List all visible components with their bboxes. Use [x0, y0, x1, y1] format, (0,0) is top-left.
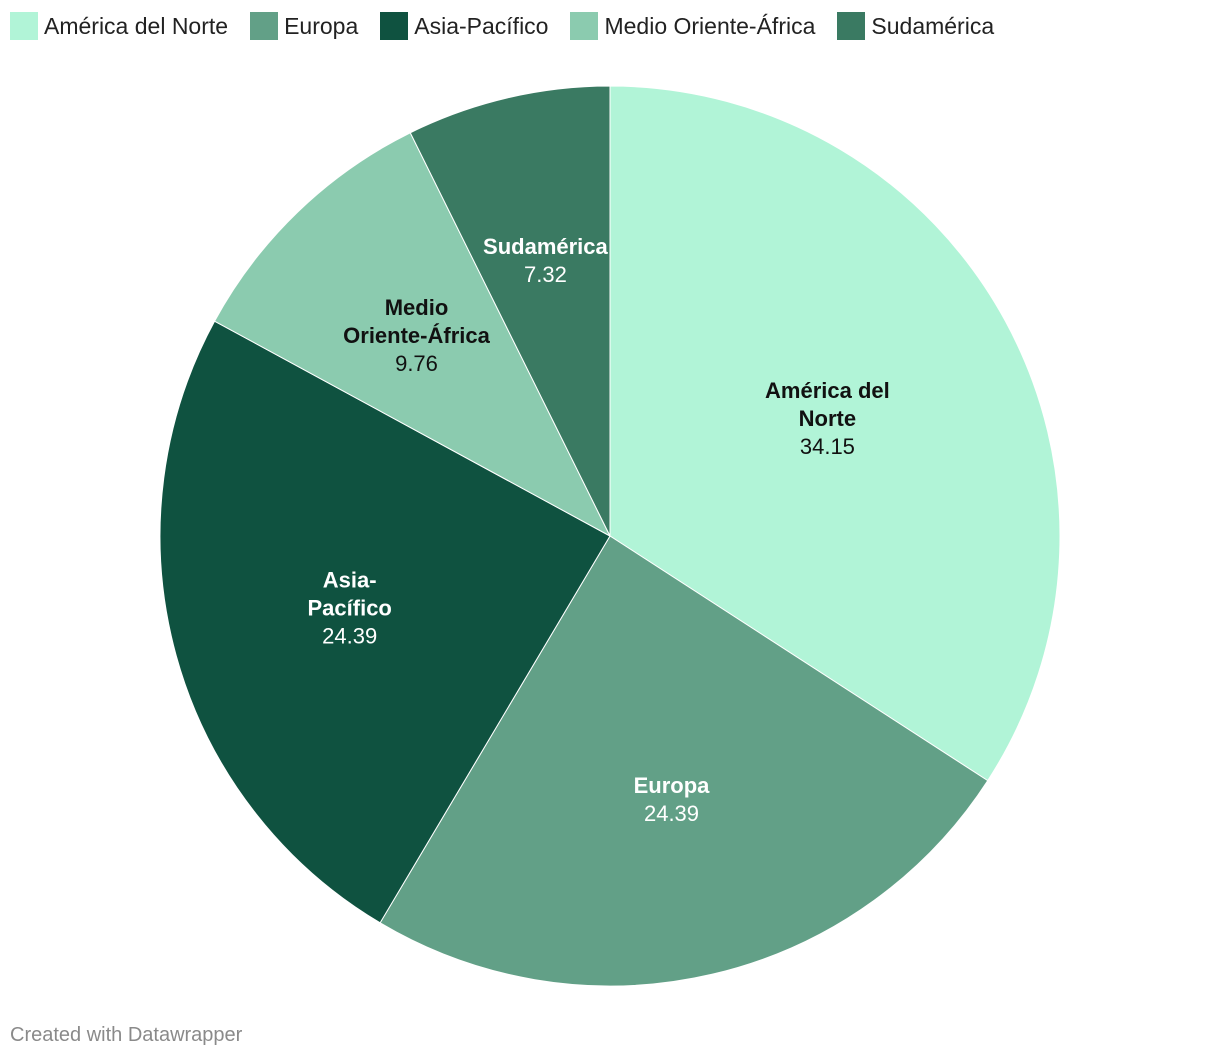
- legend-label: América del Norte: [44, 12, 229, 39]
- legend-swatch: [570, 12, 599, 40]
- slice-label-name: Asia-: [323, 568, 377, 593]
- legend-item-asia-pacifico: Asia-Pacífico: [380, 12, 548, 40]
- slice-label-europa: Europa 24.39: [634, 773, 711, 826]
- legend-label: Medio Oriente-África: [604, 12, 816, 39]
- legend-swatch: [380, 12, 409, 40]
- chart-legend: América del Norte Europa Asia-Pacífico M…: [10, 12, 994, 40]
- legend-swatch: [250, 12, 279, 40]
- legend-swatch: [10, 12, 38, 40]
- slice-label-value: 24.39: [644, 801, 699, 826]
- pie-slice-america-del-norte: [609, 85, 1061, 782]
- legend-swatch: [837, 12, 866, 40]
- slice-label-name: Europa: [634, 773, 711, 798]
- slice-label-sudamerica: Sudamérica 7.32: [483, 234, 608, 287]
- legend-item-sudamerica: Sudamérica: [837, 12, 994, 40]
- pie-slice-asia-pacifico: [159, 320, 611, 924]
- slice-label-america-del-norte: América del Norte 34.15: [765, 378, 890, 459]
- slice-label-asia-pacifico: Asia- Pacífico 24.39: [308, 568, 392, 649]
- legend-label: Europa: [284, 12, 359, 39]
- pie-slice-europa: [379, 535, 989, 987]
- slice-labels: América del Norte 34.15 Europa 24.39 Asia- Pac…: [308, 234, 890, 826]
- pie-slice-sudamerica: [409, 85, 611, 537]
- legend-item-america-del-norte: América del Norte: [10, 12, 228, 40]
- slice-label-value: 7.32: [524, 262, 567, 287]
- slice-label-name: Norte: [799, 406, 856, 431]
- slice-label-name: América del: [765, 378, 890, 403]
- slice-label-name: Sudamérica: [483, 234, 608, 259]
- datawrapper-credit: Created with Datawrapper: [10, 1024, 243, 1046]
- slice-label-medio-oriente-africa: Medio Oriente-África 9.76: [343, 295, 490, 376]
- slice-label-value: 24.39: [322, 624, 377, 649]
- legend-item-medio-oriente-africa: Medio Oriente-África: [570, 12, 815, 40]
- legend-item-europa: Europa: [250, 12, 358, 40]
- pie-slice-medio-oriente-africa: [213, 132, 612, 538]
- legend-label: Asia-Pacífico: [414, 12, 549, 39]
- slice-label-name: Pacífico: [308, 596, 392, 621]
- legend-label: Sudamérica: [871, 12, 995, 39]
- slice-label-name: Oriente-África: [343, 323, 490, 348]
- slice-label-name: Medio: [385, 295, 449, 320]
- slice-label-value: 9.76: [395, 351, 438, 376]
- slice-label-value: 34.15: [800, 434, 855, 459]
